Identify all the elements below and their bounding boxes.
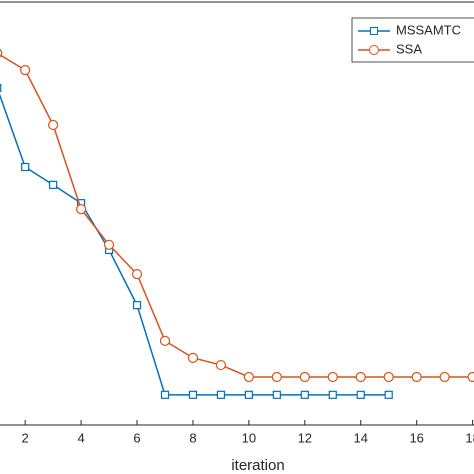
legend: MSSAMTC SSA	[351, 17, 474, 63]
marker	[131, 269, 143, 280]
marker	[243, 371, 254, 383]
x-tick-label: 10	[242, 430, 256, 445]
marker	[384, 390, 393, 399]
marker	[103, 239, 115, 250]
marker	[159, 335, 171, 346]
x-tick-label: 14	[354, 430, 368, 445]
marker	[439, 371, 450, 383]
marker	[75, 204, 87, 215]
legend-label: MSSAMTC	[396, 22, 461, 37]
marker	[383, 371, 394, 383]
legend-marker	[370, 27, 378, 35]
legend-marker	[369, 45, 379, 55]
x-tick-label: 12	[298, 430, 312, 445]
marker	[187, 352, 199, 363]
x-axis-label: iteration	[231, 457, 284, 474]
marker	[411, 371, 422, 383]
marker	[216, 390, 226, 399]
legend-box	[351, 17, 474, 63]
x-tick-label: 6	[133, 430, 140, 445]
legend-label: SSA	[396, 41, 422, 56]
marker	[188, 390, 198, 399]
marker	[467, 371, 474, 383]
marker	[355, 371, 366, 383]
marker	[272, 390, 281, 399]
marker	[0, 48, 3, 58]
marker	[327, 371, 338, 383]
marker	[299, 371, 310, 383]
x-tick-label: 2	[22, 430, 29, 445]
marker	[21, 162, 30, 172]
marker	[49, 180, 58, 189]
x-tick-label: 18	[465, 430, 474, 445]
series-line	[0, 53, 473, 378]
marker	[328, 390, 337, 399]
marker	[215, 359, 227, 371]
x-tick-label: 16	[409, 430, 423, 445]
marker	[132, 301, 142, 310]
marker	[300, 390, 309, 399]
marker	[48, 119, 59, 131]
x-tick-label: 4	[77, 430, 84, 445]
series-line	[0, 93, 389, 396]
marker	[244, 390, 253, 399]
marker	[271, 371, 282, 383]
marker	[0, 83, 2, 93]
x-tick-label: 8	[189, 430, 196, 445]
marker	[20, 65, 31, 76]
marker	[160, 390, 170, 399]
marker	[356, 390, 365, 399]
